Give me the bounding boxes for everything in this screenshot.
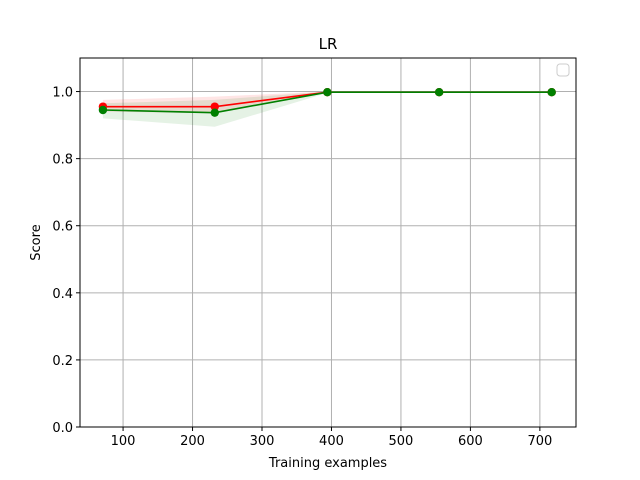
x-axis-label: Training examples: [268, 456, 387, 471]
data-point: [210, 102, 219, 111]
y-tick-label: 0.0: [52, 421, 73, 436]
data-point: [323, 88, 332, 97]
y-tick-label: 1.0: [52, 86, 73, 101]
plot-frame: [79, 57, 577, 428]
data-point: [210, 108, 219, 117]
y-axis-ticks: 0.0 0.2 0.4 0.6 0.8 1.0: [52, 86, 80, 436]
confidence-band-2: [102, 91, 552, 127]
data-point: [547, 88, 556, 97]
y-tick-label: 0.6: [52, 220, 73, 235]
y-axis-label: Score: [29, 224, 44, 260]
chart-title: LR: [319, 35, 338, 53]
y-tick-label: 0.8: [52, 153, 73, 168]
data-point: [98, 105, 108, 115]
x-axis-ticks: 100 200 300 400 500 600 700: [111, 427, 552, 449]
x-tick-label: 100: [111, 434, 136, 449]
y-tick-label: 0.2: [52, 354, 73, 369]
legend-box: [556, 63, 570, 77]
y-tick-label: 0.4: [52, 287, 73, 302]
x-tick-label: 600: [458, 434, 483, 449]
x-tick-label: 200: [180, 434, 205, 449]
x-tick-label: 300: [250, 434, 275, 449]
x-tick-label: 400: [319, 434, 344, 449]
x-tick-label: 500: [389, 434, 414, 449]
data-point: [434, 88, 444, 97]
x-tick-label: 700: [527, 434, 552, 449]
series-points: [98, 88, 556, 117]
